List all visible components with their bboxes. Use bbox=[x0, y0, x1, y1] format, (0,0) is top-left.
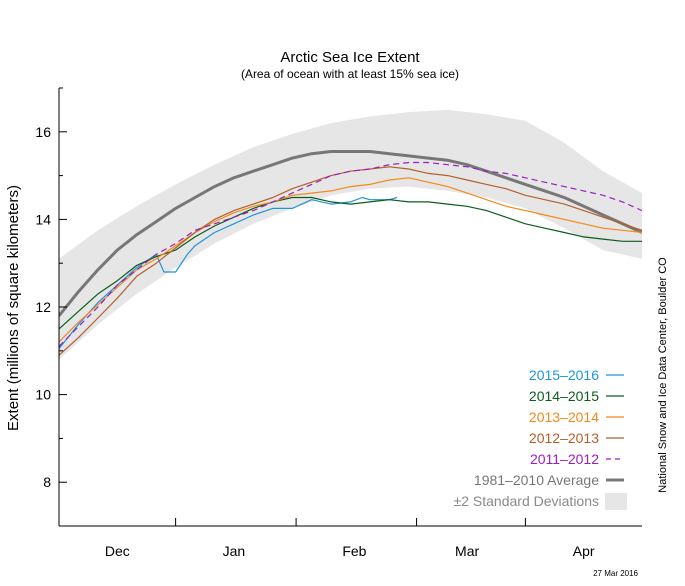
legend-label-±2-standard-deviations: ±2 Standard Deviations bbox=[454, 493, 599, 509]
legend: 2015–2016 2014–2015 2013–2014 2012–2013 2011… bbox=[454, 367, 627, 510]
legend-swatch-band bbox=[605, 493, 627, 510]
y-tick-label: 14 bbox=[35, 211, 51, 227]
series-line-2012-2013 bbox=[59, 166, 642, 356]
y-axis-label: Extent (millions of square kilometers) bbox=[5, 185, 22, 431]
series-line-2011-2012 bbox=[59, 161, 642, 347]
x-tick-label: Jan bbox=[223, 543, 246, 559]
y-tick-label: 16 bbox=[35, 124, 51, 140]
plot-area: 8 10 12 14 16 Dec Jan Feb Mar Apr bbox=[35, 87, 642, 559]
y-tick-label: 8 bbox=[43, 474, 51, 490]
x-tick-label: Apr bbox=[573, 543, 595, 559]
credit-text: National Snow and Ice Data Center, Bould… bbox=[657, 257, 669, 493]
y-tick-label: 12 bbox=[35, 299, 51, 315]
std-dev-band bbox=[59, 109, 642, 360]
legend-label-2015-2016: 2015–2016 bbox=[529, 367, 599, 383]
legend-label-2013-2014: 2013–2014 bbox=[529, 409, 599, 425]
y-tick-label: 10 bbox=[35, 387, 51, 403]
legend-label-2012-2013: 2012–2013 bbox=[529, 430, 599, 446]
legend-label-1981-2010-average: 1981–2010 Average bbox=[474, 472, 599, 488]
date-stamp: 27 Mar 2016 bbox=[593, 569, 638, 578]
legend-label-2014-2015: 2014–2015 bbox=[529, 388, 599, 404]
legend-label-2011-2012: 2011–2012 bbox=[530, 451, 599, 467]
chart-title: Arctic Sea Ice Extent bbox=[280, 49, 420, 66]
chart-subtitle: (Area of ocean with at least 15% sea ice… bbox=[241, 67, 459, 81]
x-tick-label: Feb bbox=[342, 543, 366, 559]
x-tick-label: Dec bbox=[105, 543, 130, 559]
data-layer bbox=[59, 109, 642, 360]
series-line-2014-2015 bbox=[59, 196, 642, 330]
series-line-1981-2010-average bbox=[59, 150, 642, 317]
x-tick-label: Mar bbox=[455, 543, 479, 559]
series-line-2013-2014 bbox=[59, 177, 642, 343]
series-line-2015-2016 bbox=[59, 196, 398, 349]
